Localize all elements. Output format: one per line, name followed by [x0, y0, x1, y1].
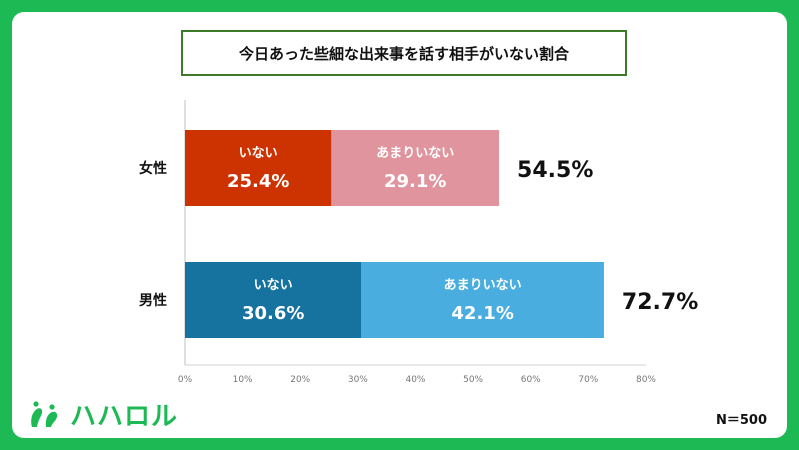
bar-segment — [331, 130, 500, 206]
x-tick-label: 80% — [636, 375, 656, 385]
sample-size-label: N＝500 — [715, 413, 767, 428]
segment-value-label: 29.1% — [384, 171, 446, 192]
chart-title: 今日あった些細な出来事を話す相手がいない割合 — [181, 30, 627, 76]
x-tick-label: 20% — [290, 375, 310, 385]
chart-card: 今日あった些細な出来事を話す相手がいない割合 0% 10% 20% 30% 40% 50%… — [12, 12, 787, 438]
segment-series-label: あまりいない — [376, 146, 454, 161]
bar-segment — [361, 262, 604, 338]
x-tick-label: 60% — [521, 375, 541, 385]
total-value-label: 72.7% — [622, 290, 698, 315]
bar-segment — [185, 262, 362, 338]
category-label: 男性 — [139, 292, 167, 309]
segment-series-label: あまりいない — [444, 278, 522, 293]
category-label: 女性 — [139, 160, 167, 177]
segment-series-label: いない — [239, 146, 278, 161]
brand-logo: ハハロル — [26, 396, 178, 433]
bar-segment — [185, 130, 332, 206]
segment-value-label: 25.4% — [227, 171, 289, 192]
x-tick-label: 70% — [578, 375, 598, 385]
total-value-label: 54.5% — [517, 158, 593, 183]
segment-value-label: 30.6% — [242, 303, 304, 324]
x-tick-label: 40% — [405, 375, 425, 385]
x-tick-label: 0% — [178, 375, 193, 385]
x-tick-label: 10% — [233, 375, 253, 385]
footprint-logo-icon — [31, 400, 58, 427]
segment-value-label: 42.1% — [451, 303, 513, 324]
x-tick-label: 30% — [348, 375, 368, 385]
x-tick-label: 50% — [463, 375, 483, 385]
brand-name: ハハロル — [70, 402, 179, 432]
stacked-bar-chart: 0% 10% 20% 30% 40% 50% 60% 70% 80%女性いない25.4%あまりい… — [139, 100, 698, 385]
segment-series-label: いない — [254, 278, 293, 293]
